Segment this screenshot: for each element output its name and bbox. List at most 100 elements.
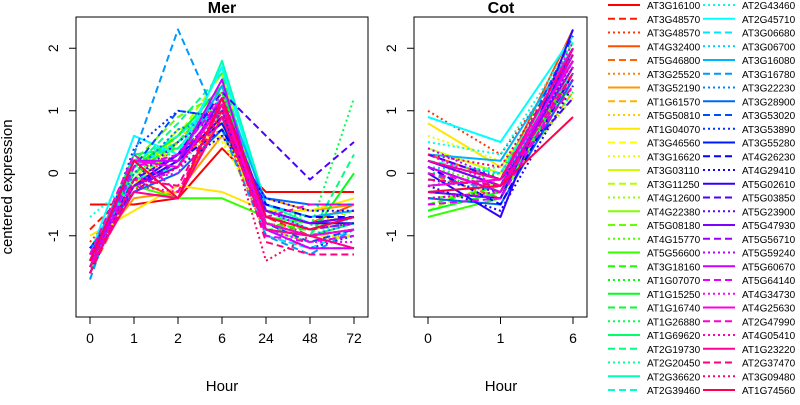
legend-label: AT3G09480 bbox=[742, 372, 796, 383]
series-line bbox=[427, 66, 574, 187]
legend-label: AT3G11250 bbox=[647, 180, 700, 191]
legend-label: AT5G59240 bbox=[742, 249, 796, 260]
legend-label: AT4G29410 bbox=[742, 166, 796, 177]
series-line bbox=[427, 85, 574, 187]
legend-label: AT4G05410 bbox=[742, 331, 796, 342]
legend-label: AT4G22380 bbox=[647, 207, 701, 218]
series-line bbox=[427, 78, 574, 181]
legend-label: AT4G34730 bbox=[742, 290, 796, 301]
legend-label: AT3G53890 bbox=[742, 125, 796, 136]
legend-label: AT3G22230 bbox=[742, 84, 796, 95]
series-line bbox=[427, 35, 574, 143]
axis-ticks-cot: 0 1 6 -1 0 1 2 bbox=[383, 44, 577, 346]
x-tick-label: 1 bbox=[497, 330, 505, 346]
x-tick-label: 2 bbox=[174, 330, 182, 346]
legend-label: AT3G16620 bbox=[647, 152, 701, 163]
x-tick-label: 0 bbox=[86, 330, 94, 346]
y-tick-label: 2 bbox=[45, 44, 61, 52]
y-tick-label: 0 bbox=[45, 169, 61, 177]
legend-label: AT2G43460 bbox=[742, 1, 796, 12]
legend-label: AT1G07070 bbox=[647, 276, 701, 287]
x-tick-label: 48 bbox=[302, 330, 318, 346]
legend-label: AT5G08180 bbox=[647, 221, 701, 232]
legend-label: AT5G02610 bbox=[742, 180, 796, 191]
legend-label: AT3G28900 bbox=[742, 97, 796, 108]
series-lines-cot bbox=[427, 29, 574, 218]
panel-mer: Mer Hour 0 1 2 6 24 48 72 -1 0 1 2 bbox=[45, 0, 369, 395]
chart-title-cot: Cot bbox=[488, 0, 515, 17]
axis-ticks-mer: 0 1 2 6 24 48 72 -1 0 1 2 bbox=[45, 44, 362, 346]
series-line bbox=[427, 116, 574, 193]
x-tick-label: 72 bbox=[346, 330, 362, 346]
legend-label: AT3G46560 bbox=[647, 139, 701, 150]
legend-label: AT3G25520 bbox=[647, 70, 701, 81]
legend-label: AT5G56600 bbox=[647, 249, 701, 260]
series-lines-mer bbox=[89, 28, 355, 280]
panel-cot: Cot Hour 0 1 6 -1 0 1 2 bbox=[383, 0, 588, 395]
legend-label: AT5G60670 bbox=[742, 262, 796, 273]
legend-label: AT1G04070 bbox=[647, 125, 701, 136]
series-line bbox=[427, 47, 574, 181]
series-line bbox=[89, 141, 355, 255]
legend-label: AT3G55280 bbox=[742, 139, 796, 150]
series-line bbox=[427, 97, 574, 206]
legend-label: AT3G52190 bbox=[647, 84, 701, 95]
legend-label: AT5G47930 bbox=[742, 221, 796, 232]
x-tick-label: 6 bbox=[569, 330, 577, 346]
series-line bbox=[89, 103, 354, 255]
legend-label: AT1G61570 bbox=[647, 97, 701, 108]
series-line bbox=[89, 128, 354, 262]
y-tick-label: -1 bbox=[45, 229, 61, 242]
legend-label: AT2G20450 bbox=[647, 359, 701, 370]
series-line bbox=[89, 72, 355, 255]
y-tick-label: 1 bbox=[383, 107, 399, 115]
x-axis-label-mer: Hour bbox=[206, 378, 239, 395]
legend-label: AT3G48570 bbox=[647, 29, 701, 40]
series-line bbox=[427, 97, 574, 181]
x-tick-label: 24 bbox=[258, 330, 274, 346]
x-tick-label: 1 bbox=[130, 330, 138, 346]
legend-label: AT3G16780 bbox=[742, 70, 796, 81]
legend-label: AT1G16740 bbox=[647, 304, 701, 315]
legend-label: AT2G37470 bbox=[742, 359, 796, 370]
x-tick-label: 6 bbox=[218, 330, 226, 346]
legend-label: AT1G26880 bbox=[647, 317, 701, 328]
y-tick-label: 2 bbox=[383, 44, 399, 52]
y-tick-label: 1 bbox=[45, 107, 61, 115]
legend-label: AT3G06680 bbox=[742, 29, 796, 40]
y-tick-label: 0 bbox=[383, 169, 399, 177]
series-line bbox=[89, 97, 355, 262]
x-axis-label-cot: Hour bbox=[485, 378, 518, 395]
series-line bbox=[427, 41, 574, 187]
legend: AT3G16100 AT3G48570 AT3G48570 AT4G32400 AT5G… bbox=[608, 1, 796, 397]
legend-label: AT3G06700 bbox=[742, 42, 796, 53]
legend-label: AT2G45710 bbox=[742, 15, 796, 26]
series-line bbox=[427, 72, 574, 206]
chart-title-mer: Mer bbox=[208, 0, 236, 17]
series-line bbox=[90, 147, 354, 206]
legend-label: AT1G74560 bbox=[742, 386, 796, 397]
legend-label: AT1G23220 bbox=[742, 345, 796, 356]
legend-label: AT5G64140 bbox=[742, 276, 796, 287]
y-axis-label: centered expression bbox=[0, 119, 16, 254]
legend-label: AT5G56710 bbox=[742, 235, 796, 246]
legend-label: AT5G50810 bbox=[647, 111, 701, 122]
legend-label: AT2G47990 bbox=[742, 317, 796, 328]
series-line bbox=[89, 184, 355, 237]
x-tick-label: 0 bbox=[424, 330, 432, 346]
legend-label: AT4G25630 bbox=[742, 304, 796, 315]
legend-label: AT4G32400 bbox=[647, 42, 701, 53]
series-line bbox=[427, 72, 574, 206]
legend-label: AT3G03110 bbox=[647, 166, 700, 177]
legend-label: AT3G16100 bbox=[647, 1, 701, 12]
legend-label: AT3G16080 bbox=[742, 56, 796, 67]
legend-label: AT4G15770 bbox=[647, 235, 701, 246]
series-line bbox=[89, 103, 354, 274]
legend-label: AT5G46800 bbox=[647, 56, 701, 67]
legend-label: AT5G03850 bbox=[742, 194, 796, 205]
legend-label: AT3G18160 bbox=[647, 262, 701, 273]
legend-label: AT5G23900 bbox=[742, 207, 796, 218]
legend-label: AT4G26230 bbox=[742, 152, 796, 163]
